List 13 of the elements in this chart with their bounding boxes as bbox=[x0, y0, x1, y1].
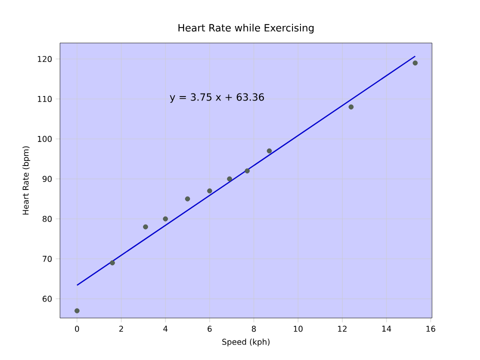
point bbox=[227, 176, 232, 182]
point bbox=[110, 260, 115, 266]
point bbox=[143, 224, 148, 230]
point bbox=[412, 60, 418, 66]
point bbox=[266, 148, 272, 154]
point bbox=[244, 168, 250, 174]
point bbox=[348, 104, 354, 110]
point bbox=[207, 188, 212, 194]
chart-title: Heart Rate while Exercising bbox=[178, 24, 314, 34]
point bbox=[185, 196, 190, 202]
point bbox=[74, 308, 80, 314]
annotation: y = 3.75 x + 63.36 bbox=[170, 93, 264, 103]
point bbox=[162, 216, 168, 222]
